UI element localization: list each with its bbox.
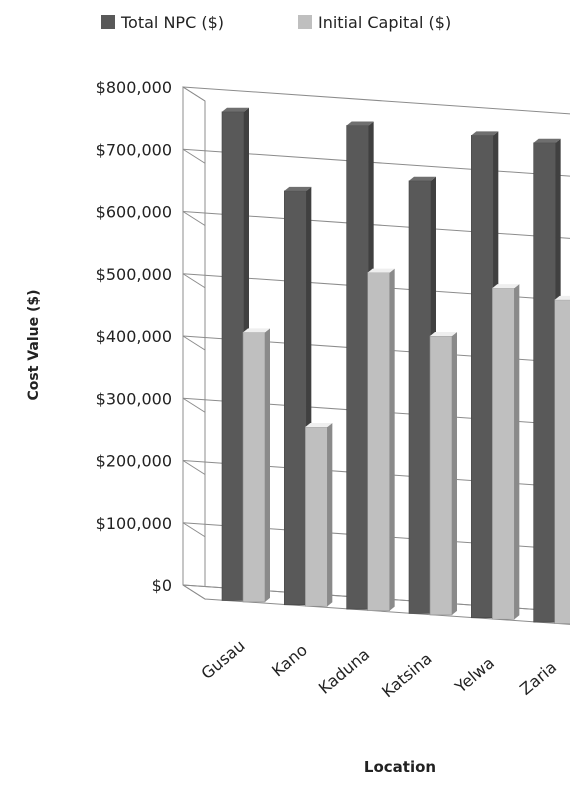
bar-front xyxy=(492,287,515,620)
x-tick-label-zaria: Zaria xyxy=(516,658,560,699)
bar-front xyxy=(554,299,570,624)
x-tick-label-yelwa: Yelwa xyxy=(451,653,498,697)
y-tick-label: $600,000 xyxy=(96,203,172,222)
bar-top xyxy=(367,268,395,273)
bars xyxy=(221,107,570,624)
side-gridline xyxy=(182,335,206,351)
bar-top xyxy=(533,138,561,143)
side-gridline xyxy=(182,584,206,600)
x-tick-label-kano: Kano xyxy=(268,640,311,680)
bar-kaduna-initial-capital xyxy=(367,268,395,611)
x-tick-label-kaduna: Kaduna xyxy=(315,645,373,698)
bar-side xyxy=(265,328,270,602)
side-gridline xyxy=(182,273,206,289)
bar-top xyxy=(284,186,312,191)
bar-front xyxy=(471,135,494,619)
bar-front xyxy=(533,142,556,623)
bar-top xyxy=(243,328,270,333)
y-tick-label: $500,000 xyxy=(96,265,172,284)
bar-front xyxy=(305,426,328,607)
bar-top xyxy=(554,295,570,300)
bar-front xyxy=(242,332,266,603)
bar-zaria-initial-capital xyxy=(554,295,570,624)
bar-top xyxy=(409,176,436,181)
bar-front xyxy=(221,111,245,601)
bar-top xyxy=(430,332,457,337)
y-tick-labels: $0 $100,000 $200,000 $300,000 $400,000 $500,0… xyxy=(96,78,172,595)
x-tick-label-katsina: Katsina xyxy=(378,649,435,701)
bar-top xyxy=(346,121,374,126)
y-tick-label: $0 xyxy=(152,576,172,595)
side-gridline xyxy=(182,211,206,226)
side-gridline xyxy=(182,86,206,102)
y-tick-label: $100,000 xyxy=(96,514,172,533)
bar-front xyxy=(346,125,369,610)
gridline xyxy=(182,86,570,115)
side-gridline xyxy=(182,460,206,475)
bar-gusau-initial-capital xyxy=(242,328,270,603)
bar-side xyxy=(452,332,457,615)
legend-swatch-total-npc xyxy=(101,15,115,29)
bar-front xyxy=(284,190,307,606)
y-tick-label: $300,000 xyxy=(96,389,172,408)
bar-front xyxy=(408,180,432,614)
y-tick-label: $800,000 xyxy=(96,78,172,97)
bar-katsina-initial-capital xyxy=(429,332,457,616)
legend-label-total-npc: Total NPC ($) xyxy=(120,13,224,32)
y-tick-label: $400,000 xyxy=(96,327,172,346)
legend: Total NPC ($) Initial Capital ($) xyxy=(101,13,451,32)
bar-top xyxy=(471,131,499,136)
bar-top xyxy=(305,422,333,427)
x-axis-title: Location xyxy=(364,758,436,776)
bar-kano-initial-capital xyxy=(305,422,333,607)
legend-swatch-initial-capital xyxy=(298,15,312,29)
x-tick-labels: Gusau Kano Kaduna Katsina Yelwa Zaria xyxy=(197,636,560,701)
bar-top xyxy=(492,284,520,289)
side-gridline xyxy=(182,397,206,413)
bar-top xyxy=(222,107,249,112)
y-axis-title: Cost Value ($) xyxy=(26,290,42,401)
bar-side xyxy=(389,268,395,611)
bar-side xyxy=(514,284,520,620)
bar-side xyxy=(327,422,333,607)
legend-label-initial-capital: Initial Capital ($) xyxy=(318,13,451,32)
y-tick-label: $200,000 xyxy=(96,452,172,471)
bar-yelwa-initial-capital xyxy=(492,284,520,620)
bar-front xyxy=(429,335,453,616)
x-tick-label-gusau: Gusau xyxy=(197,636,248,683)
bar-front xyxy=(367,272,390,611)
y-tick-label: $700,000 xyxy=(96,140,172,159)
side-gridline xyxy=(182,522,206,538)
side-gridline xyxy=(182,148,206,164)
